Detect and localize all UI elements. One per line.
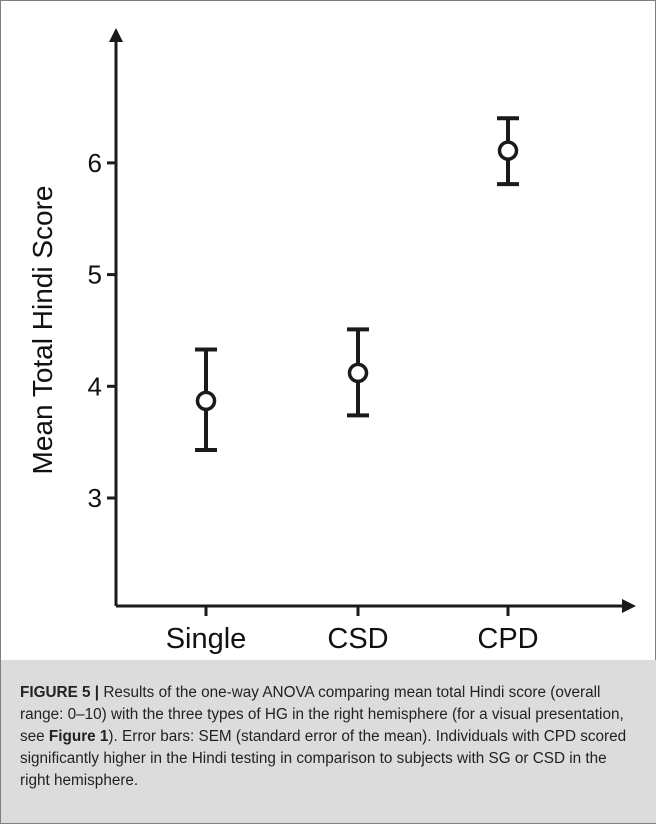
x-tick-label: Single <box>166 623 247 655</box>
caption-label: FIGURE 5 | <box>20 684 100 701</box>
x-tick-label: CPD <box>477 623 538 655</box>
caption-background <box>1 660 656 823</box>
figure-caption: FIGURE 5 | Results of the one-way ANOVA … <box>20 682 640 792</box>
y-tick-label: 3 <box>88 483 102 513</box>
y-tick-label: 5 <box>88 260 102 290</box>
frame-left-border <box>0 0 1 824</box>
chart: 3 4 5 6 Single CSD CPD Mean Total Hindi Score <box>27 28 636 655</box>
axes <box>109 28 636 616</box>
x-tick-labels: Single CSD CPD <box>166 623 539 655</box>
y-axis-label: Mean Total Hindi Score <box>27 186 58 475</box>
frame-top-border <box>0 0 656 1</box>
data-point-group <box>497 116 519 187</box>
mean-point <box>195 390 217 412</box>
caption-figure-link[interactable]: Figure 1 <box>48 728 109 745</box>
x-axis-arrow <box>622 599 636 613</box>
y-axis-arrow <box>109 28 123 42</box>
data-points <box>195 116 519 452</box>
caption-text-2: ). Error bars: SEM (standard error of th… <box>20 728 627 789</box>
caption-text-1: Results of the one-way ANOVA comparing m… <box>20 684 624 745</box>
y-tick-label: 4 <box>88 371 102 401</box>
y-tick-label: 6 <box>88 148 102 178</box>
y-ticks: 3 4 5 6 <box>88 148 116 513</box>
x-tick-label: CSD <box>327 623 388 655</box>
data-point-group <box>195 347 217 452</box>
mean-point <box>347 362 369 384</box>
data-point-group <box>347 327 369 418</box>
mean-point <box>497 140 519 161</box>
